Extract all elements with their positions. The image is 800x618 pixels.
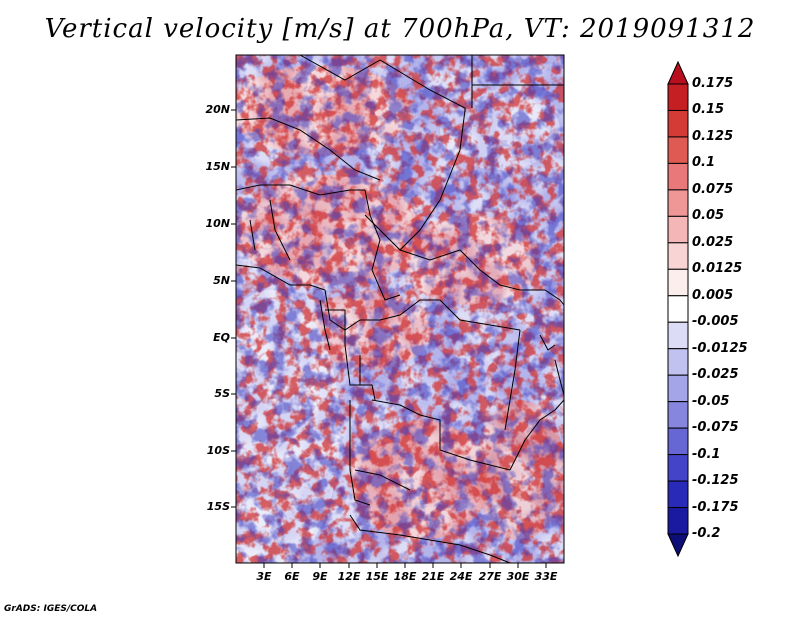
colorbar-segment [667,242,689,270]
colorbar-segment [667,374,689,403]
lon-label: 21E [421,570,445,583]
colorbar [667,60,689,558]
lon-label: 12E [337,570,361,583]
colorbar-level-label: -0.025 [692,367,739,383]
colorbar-level-label: 0.005 [692,287,734,303]
colorbar-segment [667,321,689,350]
lon-label: 24E [449,570,473,583]
colorbar-segment [667,83,689,111]
colorbar-segment [667,60,689,85]
map-frame [235,54,565,564]
colorbar-level-label: -0.175 [692,499,739,515]
lat-label: 20N [205,103,230,116]
lat-label: 15S [206,500,230,513]
lon-label: 3E [256,570,272,583]
colorbar-level-label: -0.125 [692,473,739,489]
colorbar-level-label: 0.075 [692,181,734,197]
lon-label: 33E [534,570,558,583]
colorbar-segment [667,215,689,244]
colorbar-segment [667,401,689,429]
lon-label: 9E [312,570,328,583]
chart-title: Vertical velocity [m/s] at 700hPa, VT: 2… [44,14,756,44]
colorbar-level-label: -0.075 [692,420,739,436]
lat-label: EQ [213,331,230,344]
colorbar-level-label: -0.05 [692,393,730,409]
lon-label: 27E [478,570,502,583]
colorbar-level-label: -0.2 [692,526,721,541]
colorbar-level-label: 0.0125 [692,261,743,277]
colorbar-level-label: 0.125 [692,128,734,144]
colorbar-level-label: -0.005 [692,314,739,330]
country-borders [236,55,564,563]
colorbar-segment [667,189,689,217]
lon-label: 15E [365,570,389,583]
velocity-field [236,55,564,563]
lon-label: 30E [506,570,530,583]
colorbar-segment [667,427,689,456]
lon-label: 18E [393,570,417,583]
lat-label: 5S [214,387,230,400]
lat-label: 5N [213,274,230,287]
colorbar-segment [667,136,689,164]
axis-ticks [231,109,547,568]
colorbar-segment [667,533,689,558]
colorbar-segment [667,162,689,191]
colorbar-level-label: -0.0125 [692,340,748,356]
colorbar-level-label: 0.1 [692,155,716,171]
lat-label: 10N [205,217,230,230]
colorbar-segment [667,507,689,535]
colorbar-level-label: 0.15 [692,102,725,118]
colorbar-level-label: 0.025 [692,234,734,250]
lon-label: 6E [284,570,300,583]
colorbar-segment [667,348,689,376]
colorbar-segment [667,295,689,323]
colorbar-level-label: 0.175 [692,76,734,91]
colorbar-level-label: 0.05 [692,208,725,224]
footer-credit: GrADS: IGES/COLA [4,604,98,614]
colorbar-segment [667,109,689,138]
colorbar-level-label: -0.1 [692,446,721,462]
lat-label: 15N [205,160,230,173]
lat-label: 10S [206,444,230,457]
colorbar-segment [667,480,689,509]
colorbar-segment [667,454,689,482]
colorbar-segment [667,268,689,297]
